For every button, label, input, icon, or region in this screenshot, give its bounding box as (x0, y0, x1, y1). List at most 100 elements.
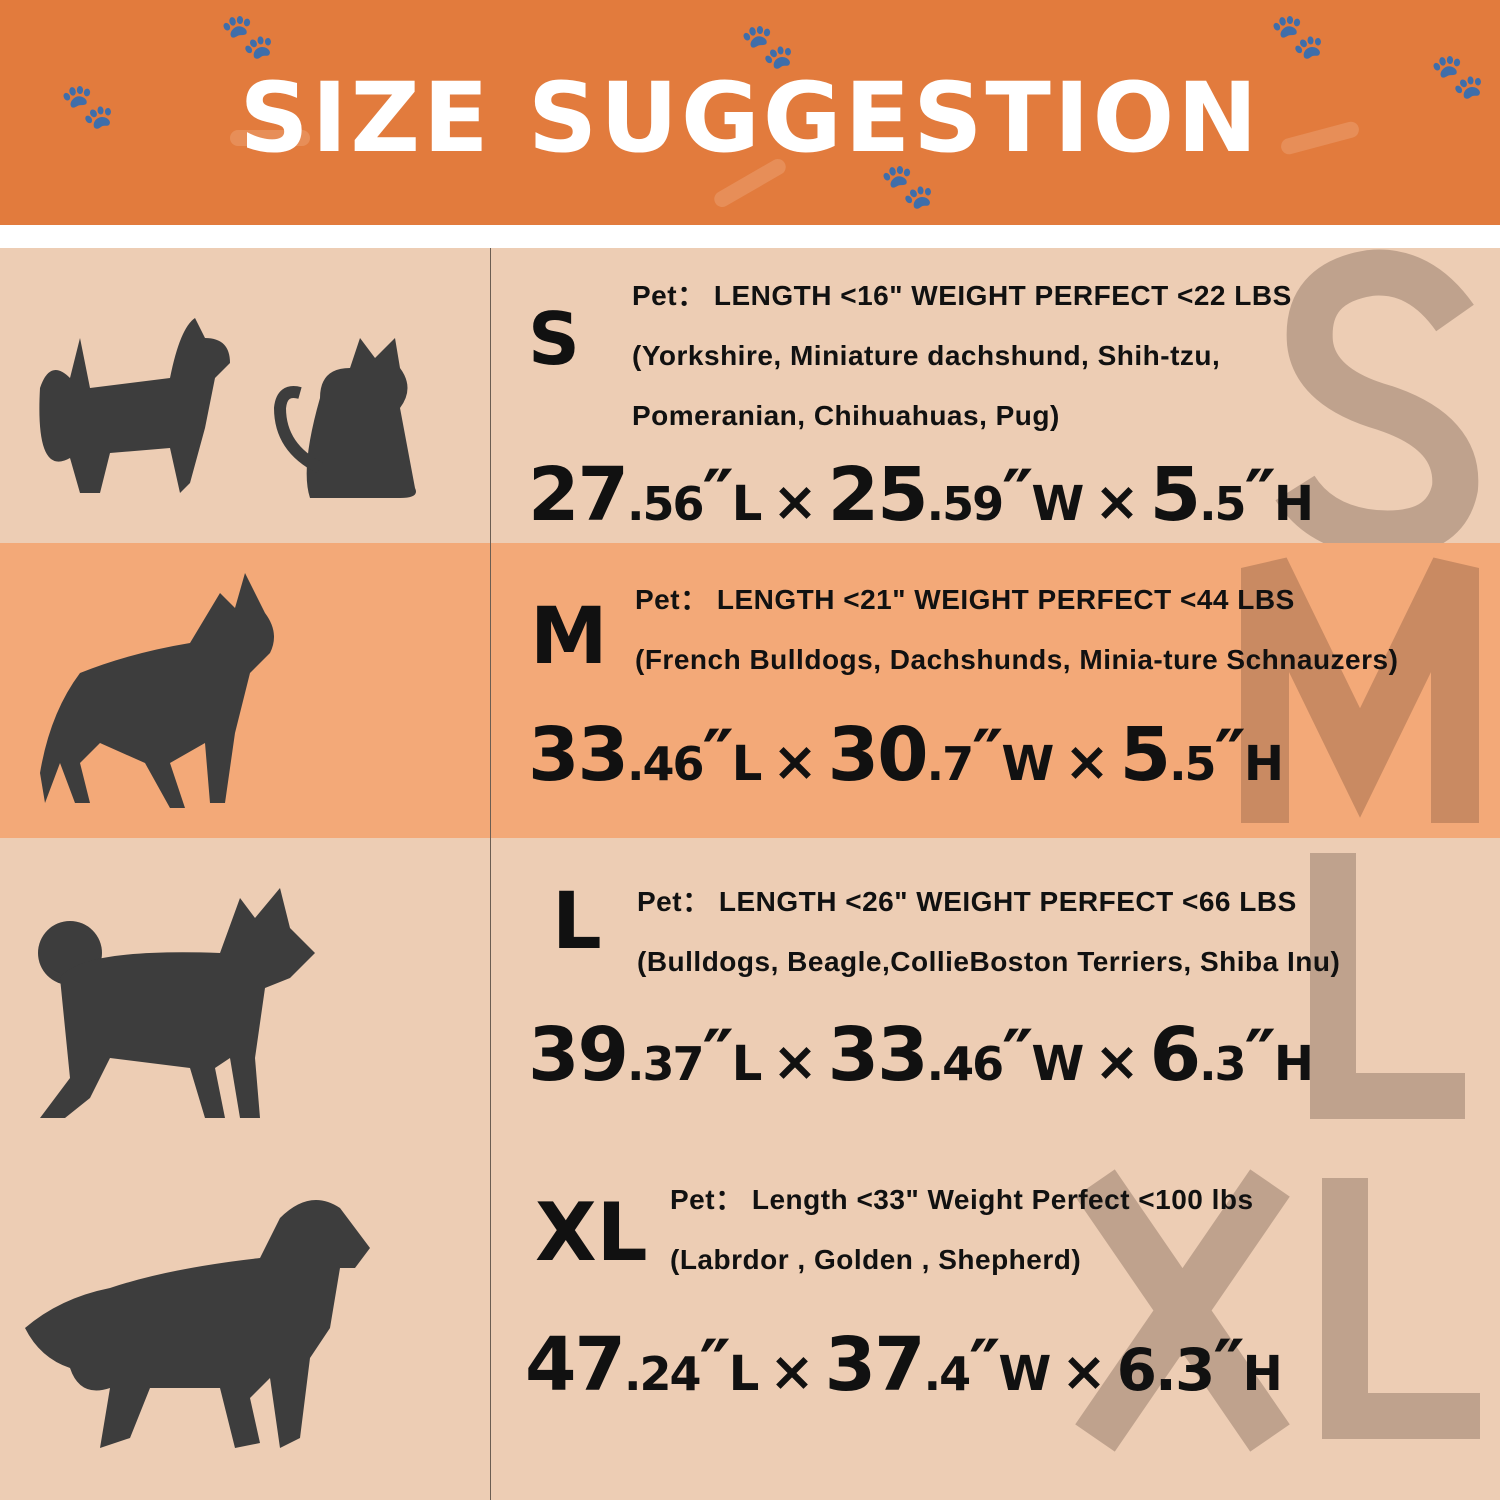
times-sign: × (772, 470, 817, 533)
pet-spec: Pet： LENGTH <26" WEIGHT PERFECT <66 LBS … (637, 872, 1340, 992)
width-dec: .46 (926, 1037, 1004, 1091)
bone-icon (230, 130, 310, 146)
unit-label: H (1243, 736, 1284, 792)
pet-silhouette-panel (0, 248, 491, 543)
length-dec: .24 (623, 1347, 701, 1401)
times-sign: × (1094, 1030, 1139, 1093)
height-dec: .5 (1199, 477, 1247, 531)
unit-label: W (1031, 476, 1084, 532)
paw-icon: 🐾 (740, 22, 795, 71)
golden-retriever-silhouette-icon (25, 1200, 370, 1448)
times-sign: × (1061, 1340, 1106, 1403)
unit-label: W (1031, 1036, 1084, 1092)
small-dog-and-cat-silhouette-icon (39, 318, 416, 498)
unit-label: H (1242, 1346, 1283, 1402)
inch-mark: ″ (1213, 1325, 1244, 1407)
height-value: 6.3 (1116, 1336, 1216, 1404)
unit-label: L (731, 476, 763, 532)
size-watermark-graphic (1075, 1169, 1480, 1452)
height-dec: .5 (1169, 737, 1217, 791)
french-bulldog-silhouette-icon (40, 573, 274, 808)
times-sign: × (772, 730, 817, 793)
size-row-m: M Pet： LENGTH <21" WEIGHT PERFECT <44 LB… (0, 543, 1500, 839)
inch-mark: ″ (1244, 455, 1276, 537)
dimensions: 39.37″L × 33.46″W × 6.3″H (528, 1018, 1324, 1092)
width-dec: .59 (926, 477, 1004, 531)
spec-text: Pet： LENGTH <21" WEIGHT PERFECT <44 LBS (635, 584, 1295, 615)
length-int: 33 (528, 712, 629, 798)
shiba-inu-silhouette-icon (38, 888, 315, 1118)
inch-mark: ″ (1002, 455, 1033, 537)
size-watermark-graphic (1310, 853, 1465, 1119)
width-int: 30 (827, 712, 929, 798)
size-watermark-graphic (1241, 557, 1479, 823)
size-watermark-graphic (1275, 249, 1479, 543)
width-int: 33 (827, 1012, 929, 1098)
size-label: S (528, 297, 580, 381)
breeds-text: (Bulldogs, Beagle,CollieBoston Terriers,… (637, 946, 1341, 977)
width-int: 25 (827, 452, 929, 538)
pet-spec: Pet： LENGTH <16" WEIGHT PERFECT <22 LBS … (632, 266, 1292, 446)
pet-silhouette-panel (0, 1138, 491, 1500)
inch-mark: ″ (702, 715, 733, 797)
paw-icon: 🐾 (60, 82, 115, 131)
breeds-text: (Yorkshire, Miniature dachshund, Shih-tz… (632, 340, 1221, 371)
unit-label: L (728, 1346, 760, 1402)
times-sign: × (1064, 730, 1109, 793)
breeds-text: (Labrdor , Golden , Shepherd) (670, 1244, 1082, 1275)
inch-mark: ″ (1244, 1015, 1276, 1097)
pet-silhouette-panel (0, 543, 491, 838)
dimensions: 27.56″L × 25.59″W × 5.5″H (528, 458, 1324, 532)
pet-spec: Pet： LENGTH <21" WEIGHT PERFECT <44 LBS … (635, 570, 1398, 690)
size-row-s: S Pet： LENGTH <16" WEIGHT PERFECT <22 LB… (0, 248, 1500, 544)
inch-mark: ″ (702, 1015, 733, 1097)
length-int: 39 (528, 1012, 629, 1098)
unit-label: L (731, 1036, 763, 1092)
paw-icon: 🐾 (1430, 52, 1485, 101)
height-int: 6 (1149, 1012, 1201, 1098)
inch-mark: ″ (1002, 1015, 1033, 1097)
inch-mark: ″ (1214, 715, 1246, 797)
times-sign: × (772, 1030, 817, 1093)
length-int: 47 (525, 1322, 626, 1408)
size-label: M (530, 592, 608, 682)
size-label: L (552, 877, 602, 967)
height-dec: .3 (1199, 1037, 1247, 1091)
breeds-text: Pomeranian, Chihuahuas, Pug) (632, 400, 1060, 431)
inch-mark: ″ (972, 715, 1003, 797)
unit-label: H (1273, 476, 1314, 532)
length-dec: .37 (626, 1037, 704, 1091)
breeds-text: (French Bulldogs, Dachshunds, Minia-ture… (635, 644, 1399, 675)
dimensions: 47.24″L × 37.4″W × 6.3″H (525, 1328, 1293, 1402)
spec-text: Pet： LENGTH <26" WEIGHT PERFECT <66 LBS (637, 886, 1297, 917)
times-sign: × (769, 1340, 814, 1403)
unit-label: W (1001, 736, 1054, 792)
spec-text: Pet： Length <33" Weight Perfect <100 lbs (670, 1184, 1254, 1215)
size-row-xl: XL Pet： Length <33" Weight Perfect <100 … (0, 1138, 1500, 1500)
pet-silhouette-panel (0, 838, 491, 1138)
width-dec: .7 (926, 737, 975, 791)
length-int: 27 (528, 452, 629, 538)
length-dec: .46 (626, 737, 704, 791)
width-dec: .4 (923, 1347, 972, 1401)
paw-icon: 🐾 (1270, 12, 1325, 61)
unit-label: W (998, 1346, 1051, 1402)
paw-icon: 🐾 (880, 162, 935, 211)
size-row-l: L Pet： LENGTH <26" WEIGHT PERFECT <66 LB… (0, 838, 1500, 1139)
length-dec: .56 (626, 477, 704, 531)
inch-mark: ″ (702, 455, 733, 537)
height-int: 5 (1149, 452, 1201, 538)
dimensions: 33.46″L × 30.7″W × 5.5″H (528, 718, 1294, 792)
pet-spec: Pet： Length <33" Weight Perfect <100 lbs… (670, 1170, 1254, 1290)
page-title: SIZE SUGGESTION (239, 62, 1261, 174)
unit-label: L (731, 736, 763, 792)
size-label: XL (535, 1186, 648, 1279)
inch-mark: ″ (699, 1325, 730, 1407)
width-int: 37 (824, 1322, 926, 1408)
unit-label: H (1273, 1036, 1314, 1092)
header-banner: 🐾 🐾 🐾 🐾 🐾 🐾 SIZE SUGGESTION (0, 0, 1500, 225)
paw-icon: 🐾 (220, 12, 275, 61)
height-int: 5 (1119, 712, 1171, 798)
spec-text: Pet： LENGTH <16" WEIGHT PERFECT <22 LBS (632, 280, 1292, 311)
times-sign: × (1094, 470, 1139, 533)
